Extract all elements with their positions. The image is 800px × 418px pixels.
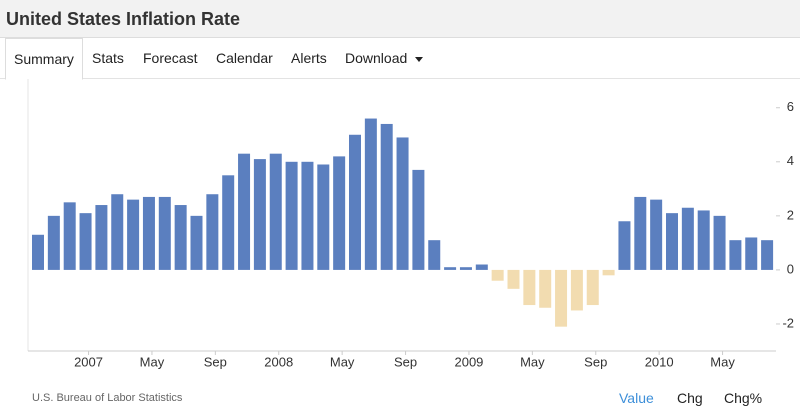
header: United States Inflation Rate bbox=[0, 0, 800, 38]
tab-label: Download bbox=[345, 50, 408, 66]
tab[interactable]: Alerts bbox=[291, 50, 327, 66]
bar bbox=[222, 175, 235, 270]
option[interactable]: Value bbox=[619, 390, 654, 406]
bar bbox=[79, 213, 92, 270]
y-tick-label: 0 bbox=[787, 261, 794, 276]
bar bbox=[301, 161, 314, 270]
bar bbox=[333, 156, 346, 270]
bar bbox=[428, 240, 441, 270]
tab[interactable]: Stats bbox=[92, 50, 124, 66]
bar bbox=[158, 196, 171, 270]
bar bbox=[47, 215, 60, 270]
bar bbox=[570, 269, 583, 311]
bar bbox=[238, 153, 251, 270]
tab[interactable]: Download bbox=[345, 38, 424, 78]
y-tick-label: 4 bbox=[787, 153, 794, 168]
x-tick-label: May bbox=[140, 354, 165, 369]
page-title: United States Inflation Rate bbox=[6, 9, 241, 29]
bar bbox=[634, 196, 647, 270]
tab-bar: Summary Stats Forecast Calendar Alerts D… bbox=[0, 38, 800, 80]
bar bbox=[412, 169, 425, 270]
bar bbox=[190, 215, 203, 270]
bar bbox=[459, 267, 472, 270]
source: U.S. Bureau of Labor Statistics bbox=[32, 392, 183, 404]
bar bbox=[618, 221, 631, 270]
tab[interactable]: Calendar bbox=[216, 50, 273, 66]
x-tick-label: May bbox=[520, 354, 545, 369]
x-tick-label: Sep bbox=[584, 354, 607, 369]
bar bbox=[63, 202, 76, 270]
bar bbox=[206, 194, 219, 270]
option[interactable]: Chg bbox=[677, 390, 703, 406]
bar bbox=[539, 269, 552, 308]
bar bbox=[650, 199, 663, 270]
bar bbox=[697, 210, 710, 270]
bar bbox=[32, 234, 44, 270]
x-tick-label: May bbox=[710, 354, 735, 369]
bar bbox=[729, 240, 742, 270]
bar bbox=[475, 264, 488, 270]
bar bbox=[111, 194, 124, 270]
bar bbox=[761, 240, 774, 270]
bar bbox=[364, 118, 377, 270]
bar bbox=[253, 159, 266, 270]
x-tick-label: May bbox=[330, 354, 355, 369]
tab[interactable]: Forecast bbox=[143, 50, 198, 66]
tab[interactable]: Summary bbox=[5, 38, 83, 80]
bar bbox=[95, 205, 108, 270]
bar bbox=[349, 134, 361, 270]
x-tick-label: 2007 bbox=[74, 354, 103, 369]
option[interactable]: Chg% bbox=[724, 390, 763, 406]
bar bbox=[444, 267, 457, 270]
bar bbox=[586, 269, 599, 306]
bar bbox=[602, 269, 615, 276]
bar bbox=[681, 207, 694, 270]
bar bbox=[142, 196, 155, 270]
y-tick-label: 6 bbox=[787, 99, 794, 114]
x-tick-label: 2008 bbox=[264, 354, 293, 369]
bar bbox=[745, 237, 758, 270]
bar bbox=[713, 215, 726, 270]
x-tick-label: Sep bbox=[394, 354, 417, 369]
y-tick-label: 2 bbox=[787, 207, 794, 222]
x-tick-label: 2010 bbox=[645, 354, 674, 369]
bar bbox=[491, 269, 504, 281]
dropdown-caret bbox=[415, 56, 424, 62]
bar bbox=[269, 153, 282, 270]
bar bbox=[174, 205, 187, 270]
bar bbox=[285, 161, 298, 270]
y-tick-label: -2 bbox=[782, 315, 794, 330]
bar bbox=[507, 269, 520, 289]
bar bbox=[127, 199, 140, 270]
x-tick-label: 2009 bbox=[454, 354, 483, 369]
bar bbox=[396, 137, 409, 270]
bar bbox=[555, 269, 568, 327]
footer: U.S. Bureau of Labor Statistics Value Ch… bbox=[0, 388, 800, 410]
bar bbox=[523, 269, 536, 306]
x-tick-label: Sep bbox=[204, 354, 227, 369]
bar bbox=[317, 164, 330, 270]
bar bbox=[380, 123, 393, 270]
bar bbox=[666, 213, 678, 270]
